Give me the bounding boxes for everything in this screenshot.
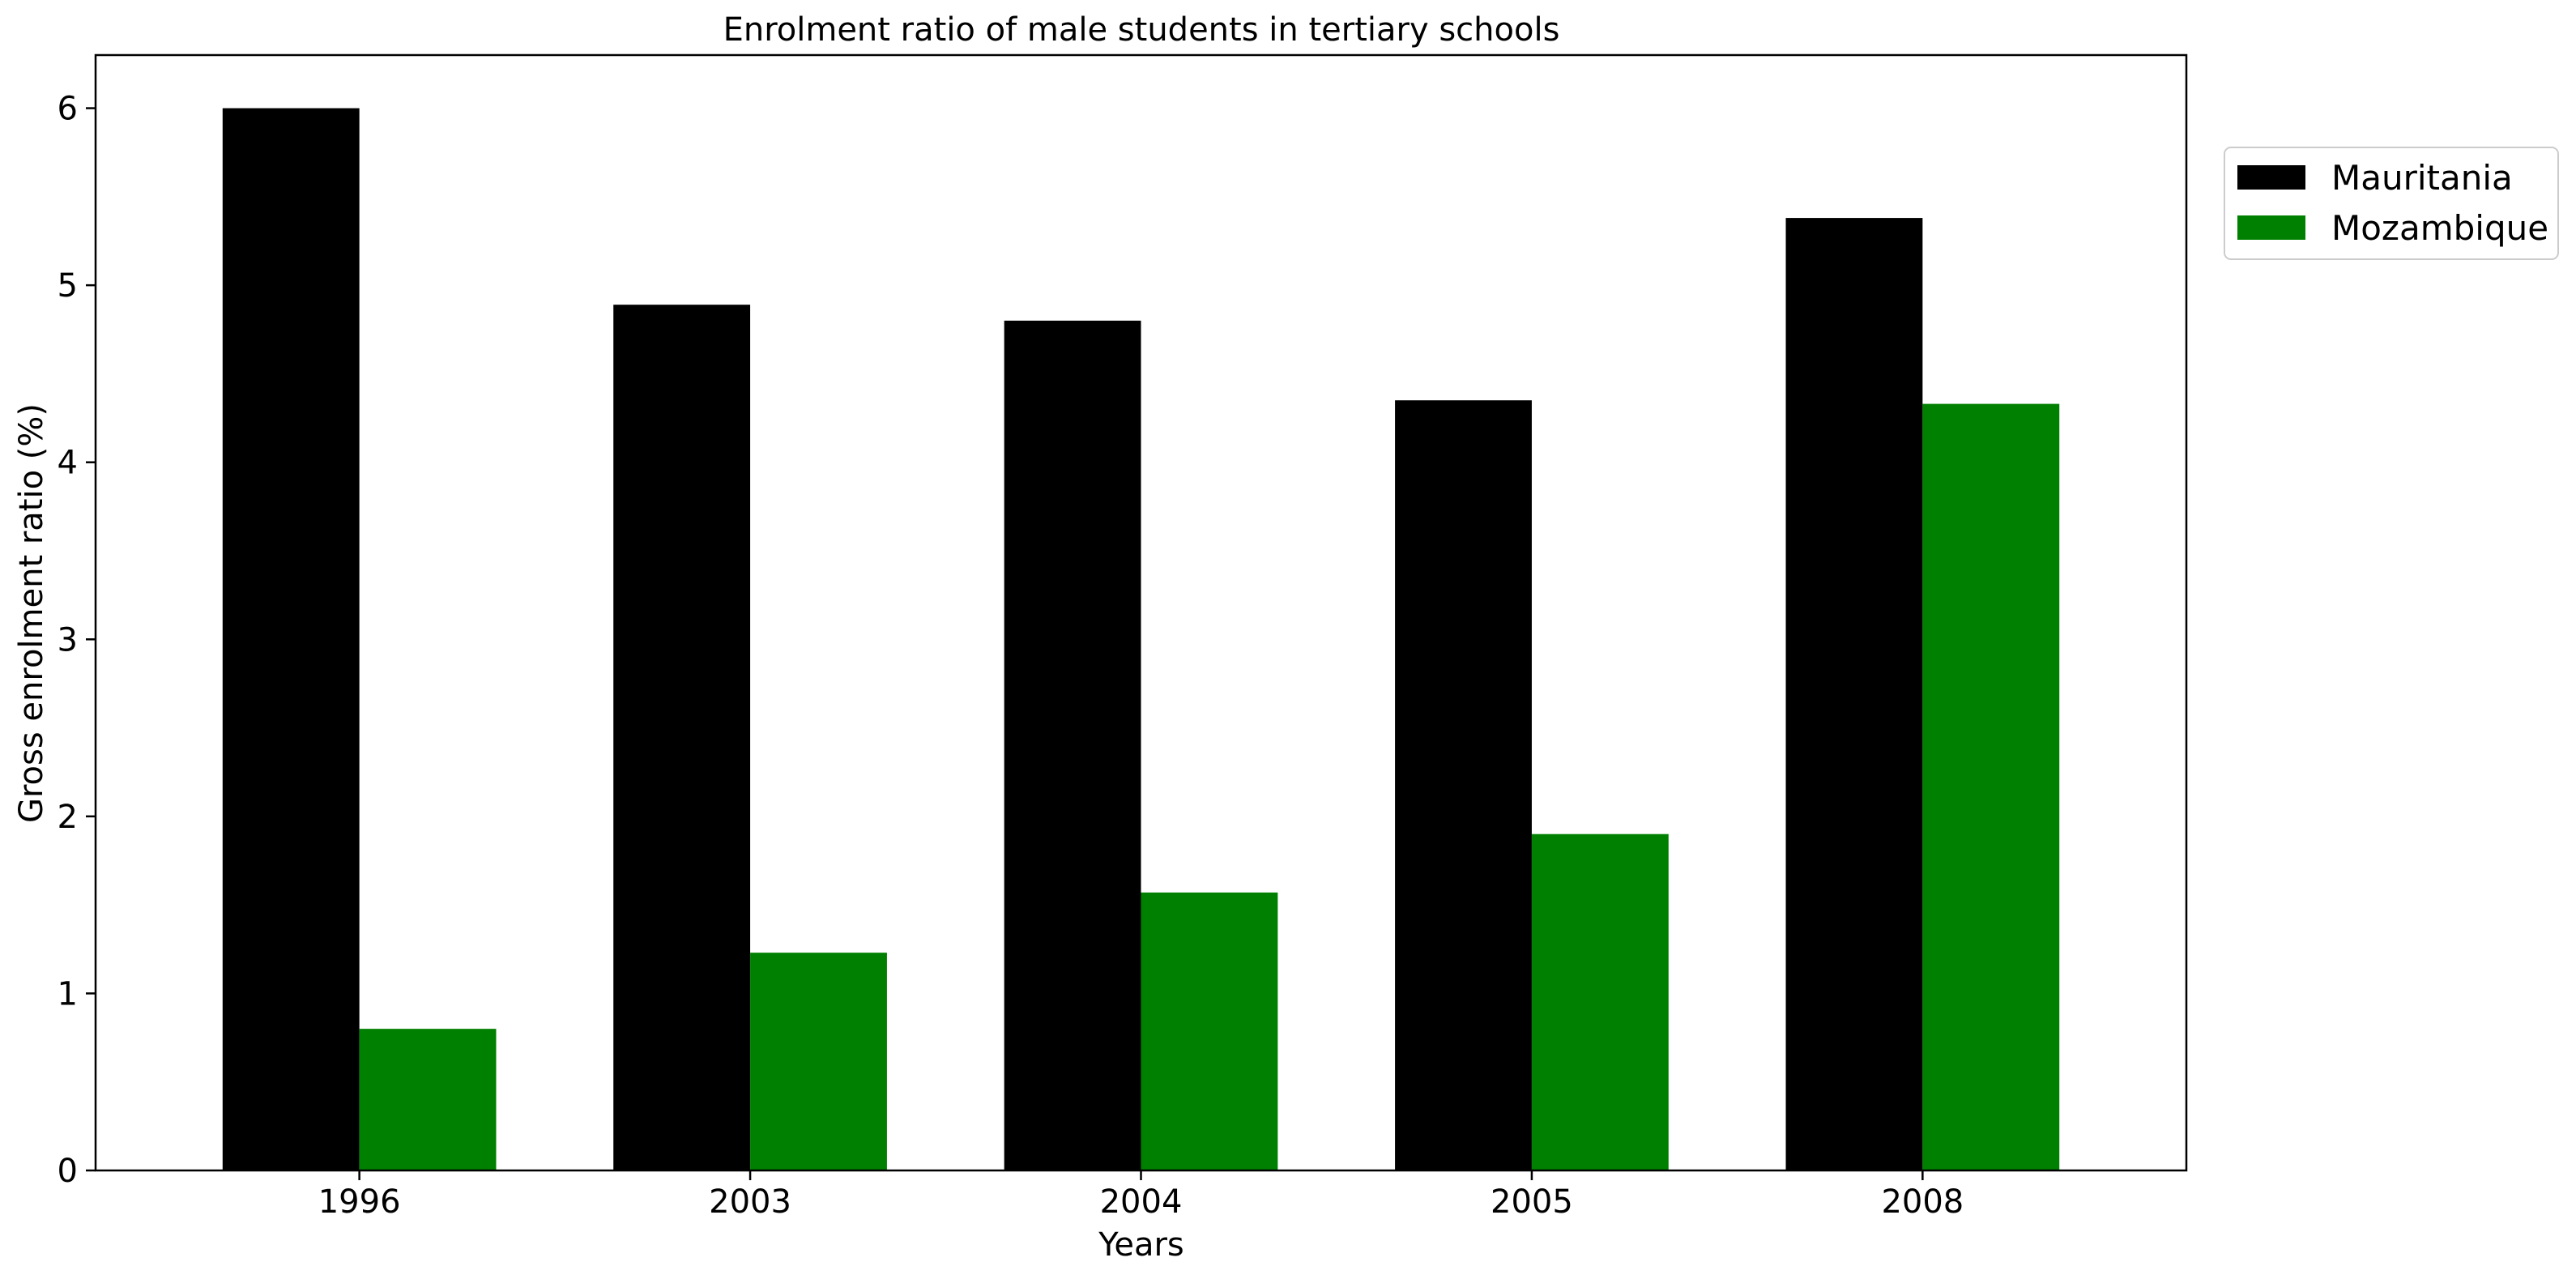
bar-mauritania-2004 (1004, 320, 1141, 1170)
legend-label-mozambique: Mozambique (2331, 208, 2548, 248)
x-tick-label: 2004 (1100, 1183, 1183, 1221)
x-axis-label: Years (1098, 1226, 1184, 1264)
x-tick-label: 2008 (1881, 1183, 1964, 1221)
bar-mozambique-2003 (750, 953, 887, 1170)
bar-mauritania-2005 (1395, 400, 1532, 1170)
legend-swatch-mozambique (2237, 215, 2305, 240)
y-tick-label: 4 (58, 445, 78, 482)
x-axis: 1996 2003 2004 2005 2008 (318, 1170, 1964, 1221)
bars (222, 108, 2060, 1171)
y-tick-label: 5 (58, 267, 78, 305)
bar-mozambique-1996 (359, 1029, 497, 1170)
y-axis-label: Gross enrolment ratio (%) (13, 403, 50, 823)
bar-mauritania-2008 (1785, 218, 1923, 1171)
y-tick-label: 3 (58, 621, 78, 659)
bar-mozambique-2008 (1922, 403, 2060, 1171)
y-tick-label: 1 (58, 975, 78, 1013)
bar-mauritania-1996 (222, 108, 360, 1171)
x-tick-label: 1996 (318, 1183, 401, 1221)
legend: Mauritania Mozambique (2224, 147, 2559, 260)
legend-swatch-mauritania (2237, 165, 2305, 190)
legend-box (2224, 147, 2559, 260)
bar-mauritania-2003 (613, 305, 751, 1171)
y-tick-label: 2 (58, 799, 78, 836)
y-axis: 0 1 2 3 4 5 6 (58, 91, 96, 1190)
y-tick-label: 0 (58, 1153, 78, 1190)
legend-label-mauritania: Mauritania (2331, 158, 2513, 198)
bar-mozambique-2004 (1141, 892, 1278, 1170)
x-tick-label: 2005 (1491, 1183, 1573, 1221)
x-tick-label: 2003 (709, 1183, 791, 1221)
bar-mozambique-2005 (1531, 833, 1669, 1170)
chart-title: Enrolment ratio of male students in tert… (723, 11, 1560, 49)
y-tick-label: 6 (58, 91, 78, 128)
